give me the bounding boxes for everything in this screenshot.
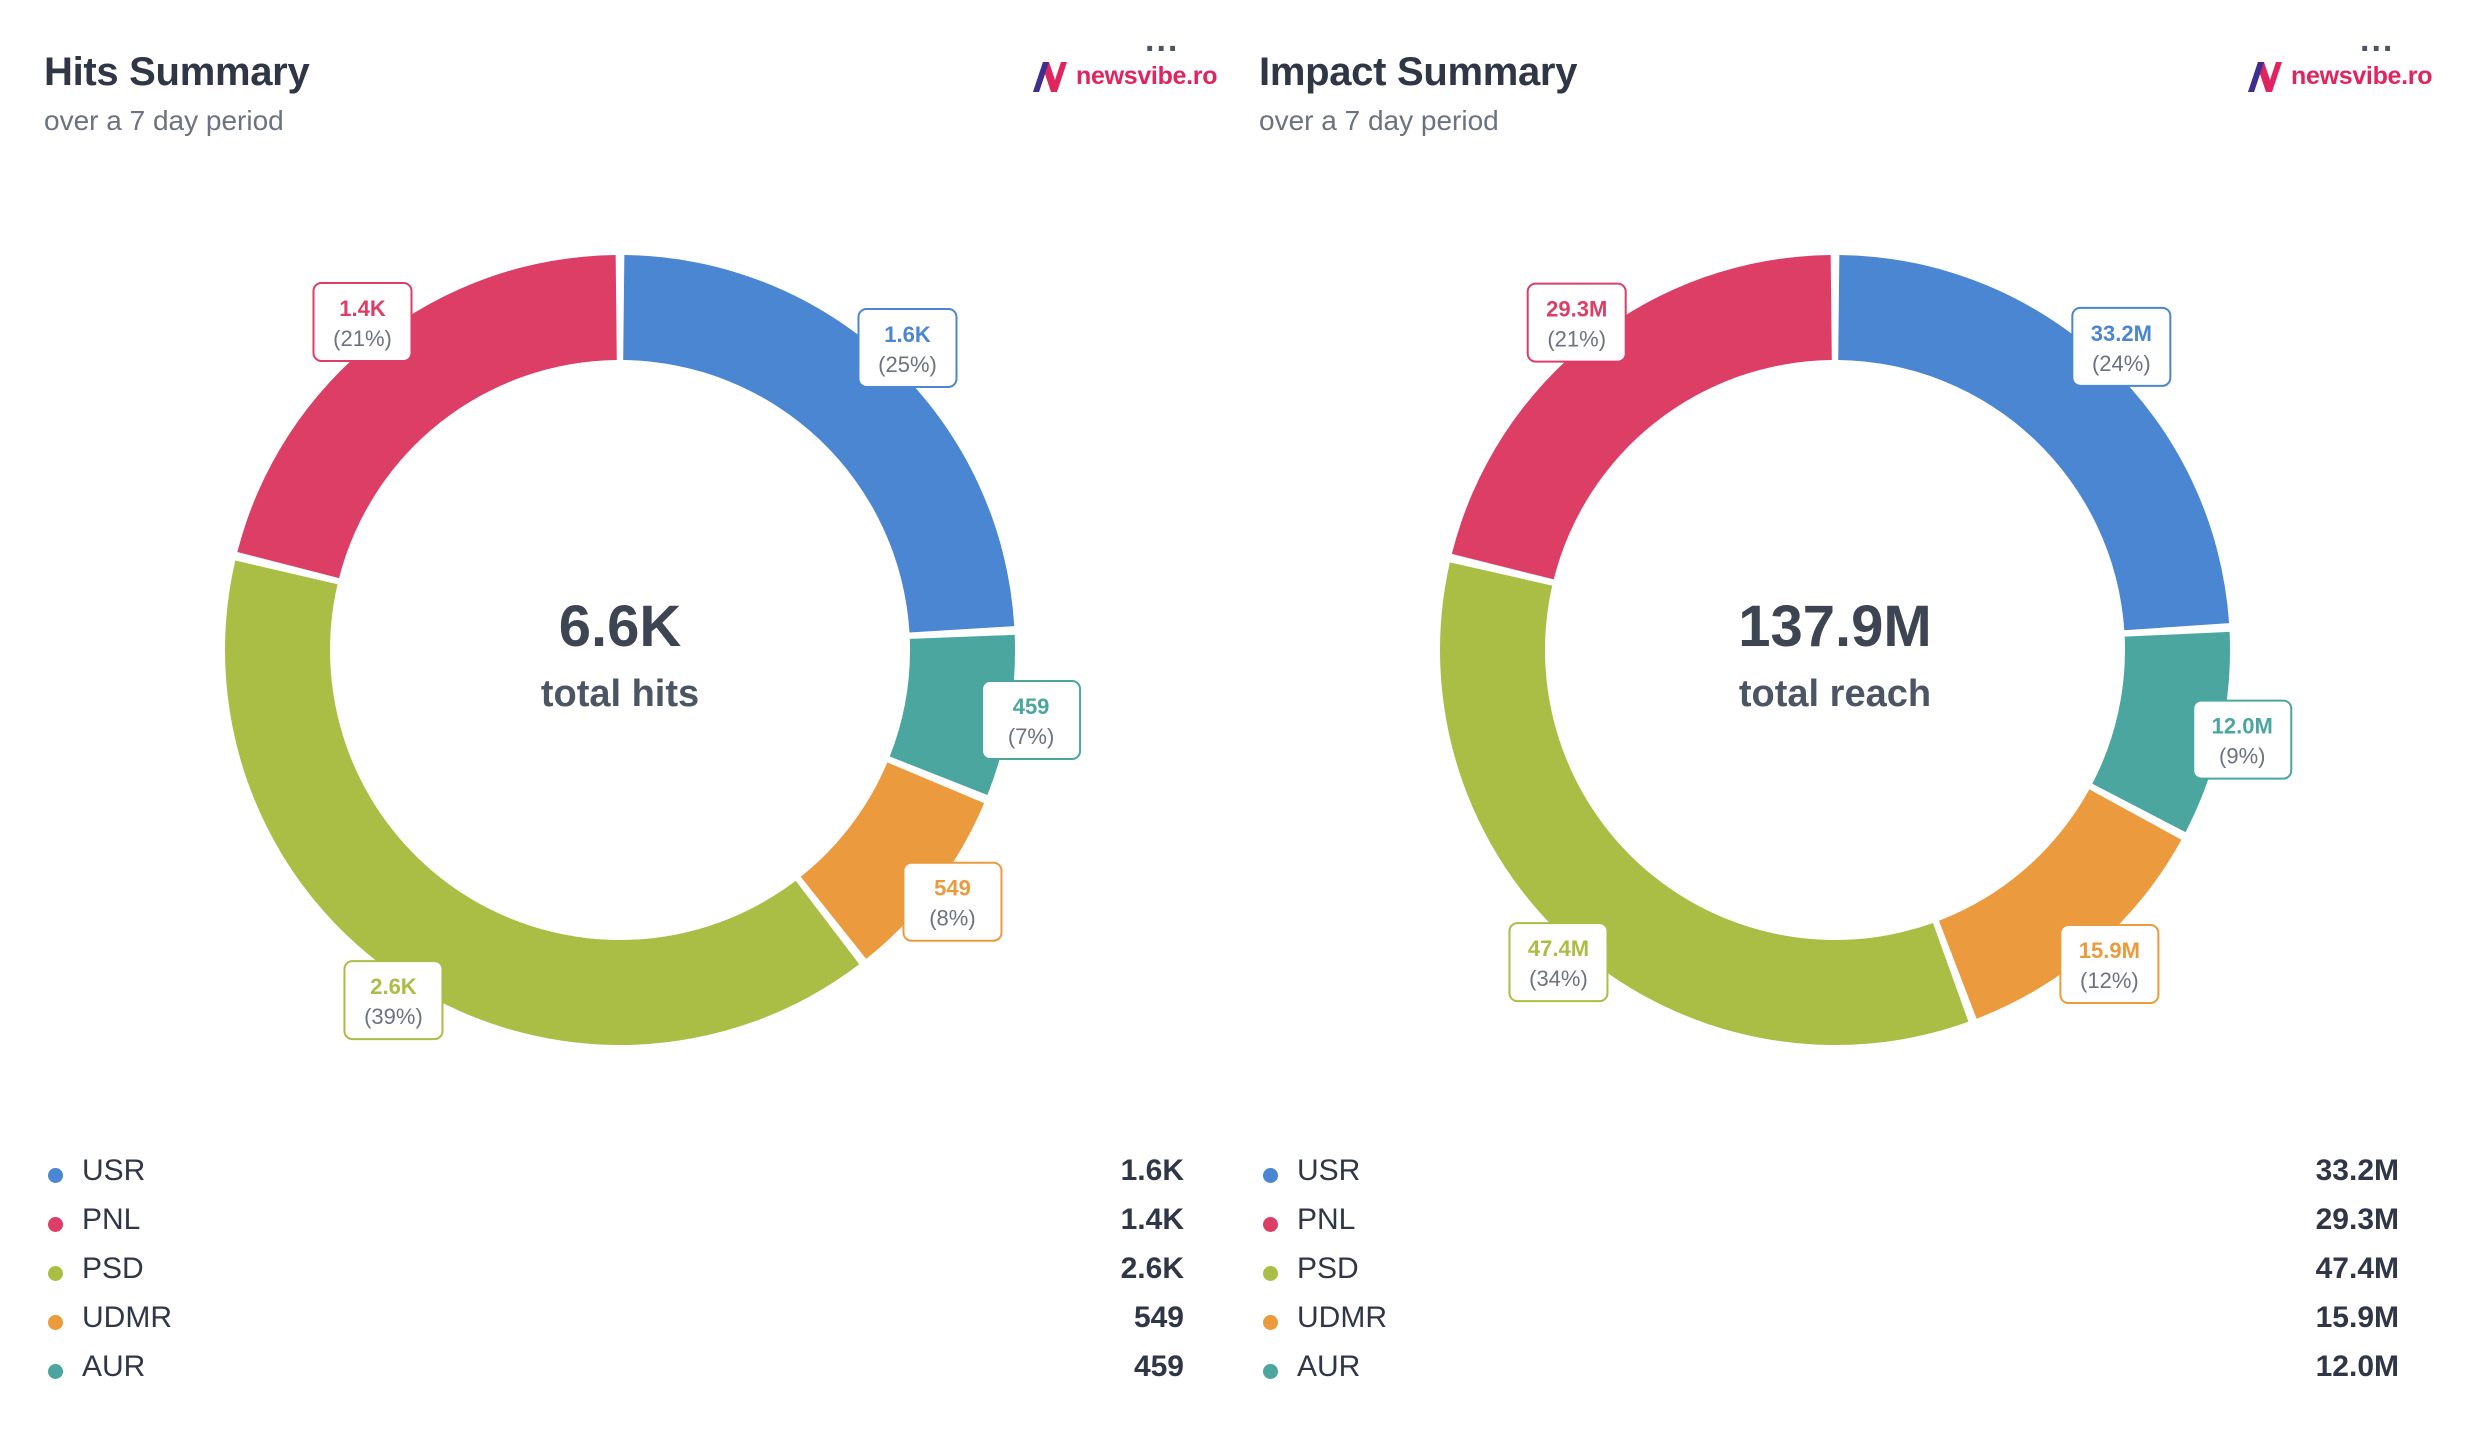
data-label-usr: 33.2M (24%) xyxy=(2071,306,2172,387)
legend-dot-icon xyxy=(48,1364,63,1379)
chart-title: Hits Summary xyxy=(44,50,310,94)
legend-item-psd[interactable]: PSD 47.4M xyxy=(1259,1248,2399,1297)
value-label: 2.6K xyxy=(370,974,417,999)
chart-title: Impact Summary xyxy=(1259,50,1578,94)
value-label: 29.3M xyxy=(1546,297,1607,322)
legend-dot-icon xyxy=(1263,1315,1278,1330)
newsvibe-logo-mark xyxy=(2248,62,2282,92)
legend-dot-icon xyxy=(1263,1364,1278,1379)
newsvibe-logo: newsvibe.ro xyxy=(1030,58,1218,94)
impact-legend: USR 33.2M PNL 29.3M PSD 47.4M UDMR 15.9M AUR 12.0… xyxy=(1259,1150,2399,1395)
legend-label: USR xyxy=(1297,1154,1361,1187)
legend-label: AUR xyxy=(1297,1350,1361,1383)
legend-value: 29.3M xyxy=(2315,1203,2399,1236)
hits-donut-chart: 1.6K (25%) 459 (7%) 549 (8%) 2.6K (39%) 1.4K (21%… xyxy=(224,255,1082,1046)
newsvibe-logo-text: newsvibe.ro xyxy=(1076,61,1218,90)
impact-summary-panel: Impact Summary over a 7 day period ... n… xyxy=(1215,0,2455,1430)
value-label: 12.0M xyxy=(2212,714,2273,739)
percent-label: (39%) xyxy=(364,1004,423,1029)
percent-label: (8%) xyxy=(929,906,975,931)
hits-legend: USR 1.6K PNL 1.4K PSD 2.6K UDMR 549 AUR 459 xyxy=(44,1150,1184,1395)
legend-label: USR xyxy=(82,1154,146,1187)
center-total-value: 137.9M xyxy=(1738,594,1931,659)
percent-label: (21%) xyxy=(1547,327,1606,352)
percent-label: (7%) xyxy=(1008,724,1054,749)
data-label-pnl: 29.3M (21%) xyxy=(1526,282,1627,363)
slice-usr[interactable] xyxy=(1838,255,2230,631)
legend-label: AUR xyxy=(82,1350,146,1383)
legend-dot-icon xyxy=(48,1217,63,1232)
newsvibe-logo: newsvibe.ro xyxy=(2245,58,2433,94)
legend-item-aur[interactable]: AUR 12.0M xyxy=(1259,1346,2399,1395)
percent-label: (9%) xyxy=(2219,744,2265,769)
legend-dot-icon xyxy=(48,1168,63,1183)
legend-value: 15.9M xyxy=(2315,1301,2399,1334)
data-label-udmr: 15.9M (12%) xyxy=(2059,924,2160,1005)
slice-aur[interactable] xyxy=(2092,631,2230,833)
legend-label: UDMR xyxy=(82,1301,172,1334)
slice-pnl[interactable] xyxy=(1451,255,1832,580)
legend-label: PSD xyxy=(1297,1252,1359,1285)
legend-dot-icon xyxy=(1263,1266,1278,1281)
legend-item-usr[interactable]: USR 1.6K xyxy=(44,1150,1184,1199)
data-label-psd: 47.4M (34%) xyxy=(1508,922,1609,1003)
newsvibe-logo-mark xyxy=(1033,62,1067,92)
legend-value: 1.4K xyxy=(1120,1203,1184,1236)
legend-label: UDMR xyxy=(1297,1301,1387,1334)
legend-dot-icon xyxy=(1263,1217,1278,1232)
center-total-caption: total reach xyxy=(1739,673,1931,715)
data-label-udmr: 549 (8%) xyxy=(902,861,1003,942)
data-label-aur: 12.0M (9%) xyxy=(2192,699,2293,780)
impact-donut-chart: 33.2M (24%) 12.0M (9%) 15.9M (12%) 47.4M (34%) 2… xyxy=(1440,255,2293,1045)
slice-psd[interactable] xyxy=(224,560,860,1046)
percent-label: (25%) xyxy=(878,352,937,377)
slice-pnl[interactable] xyxy=(237,255,617,579)
hits-summary-panel: Hits Summary over a 7 day period ... new… xyxy=(44,23,1218,1395)
legend-item-psd[interactable]: PSD 2.6K xyxy=(44,1248,1184,1297)
legend-dot-icon xyxy=(48,1266,63,1281)
data-label-pnl: 1.4K (21%) xyxy=(312,282,413,363)
value-label: 549 xyxy=(934,876,971,901)
value-label: 15.9M xyxy=(2079,938,2140,963)
legend-dot-icon xyxy=(1263,1168,1278,1183)
legend-item-pnl[interactable]: PNL 1.4K xyxy=(44,1199,1184,1248)
slice-udmr[interactable] xyxy=(1938,789,2182,1019)
legend-value: 47.4M xyxy=(2315,1252,2399,1285)
value-label: 33.2M xyxy=(2091,321,2152,346)
legend-label: PNL xyxy=(82,1203,141,1236)
percent-label: (24%) xyxy=(2092,351,2151,376)
legend-label: PSD xyxy=(82,1252,144,1285)
legend-value: 12.0M xyxy=(2315,1350,2399,1383)
data-label-aur: 459 (7%) xyxy=(981,680,1082,761)
legend-item-udmr[interactable]: UDMR 549 xyxy=(44,1297,1184,1346)
legend-item-pnl[interactable]: PNL 29.3M xyxy=(1259,1199,2399,1248)
legend-value: 33.2M xyxy=(2315,1154,2399,1187)
slice-udmr[interactable] xyxy=(800,762,985,959)
data-label-usr: 1.6K (25%) xyxy=(857,307,958,388)
data-label-psd: 2.6K (39%) xyxy=(343,960,444,1041)
legend-value: 549 xyxy=(1133,1301,1184,1334)
legend-dot-icon xyxy=(48,1315,63,1330)
center-total-value: 6.6K xyxy=(559,594,682,659)
percent-label: (34%) xyxy=(1529,966,1588,991)
value-label: 459 xyxy=(1013,694,1050,719)
center-total-caption: total hits xyxy=(541,673,699,715)
value-label: 1.4K xyxy=(339,296,386,321)
chart-subtitle: over a 7 day period xyxy=(44,105,284,136)
legend-value: 2.6K xyxy=(1120,1252,1184,1285)
legend-value: 1.6K xyxy=(1120,1154,1184,1187)
legend-item-udmr[interactable]: UDMR 15.9M xyxy=(1259,1297,2399,1346)
newsvibe-logo-text: newsvibe.ro xyxy=(2291,61,2433,90)
value-label: 47.4M xyxy=(1528,936,1589,961)
percent-label: (21%) xyxy=(333,326,392,351)
legend-label: PNL xyxy=(1297,1203,1356,1236)
legend-item-aur[interactable]: AUR 459 xyxy=(44,1346,1184,1395)
legend-value: 459 xyxy=(1133,1350,1184,1383)
chart-subtitle: over a 7 day period xyxy=(1259,105,1499,136)
legend-item-usr[interactable]: USR 33.2M xyxy=(1259,1150,2399,1199)
percent-label: (12%) xyxy=(2080,968,2139,993)
slice-usr[interactable] xyxy=(623,255,1015,633)
value-label: 1.6K xyxy=(884,322,931,347)
